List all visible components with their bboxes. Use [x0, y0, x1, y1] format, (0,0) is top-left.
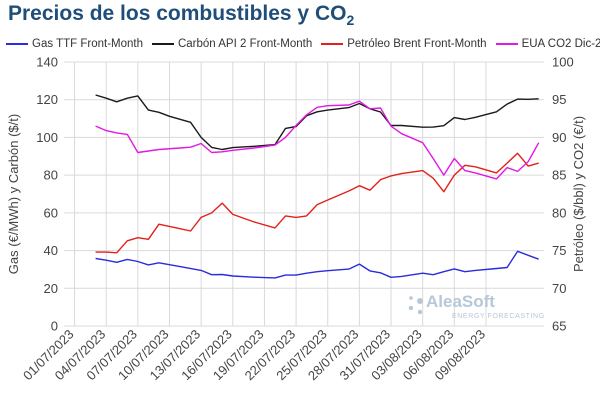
aleasoft-watermark: AleaSoft ENERGY FORECASTING: [408, 292, 545, 320]
legend-item-1: Carbón API 2 Front-Month: [151, 38, 313, 50]
legend-swatch: [495, 43, 518, 45]
y-right-axis-title: Petróleo ($/bbl) y CO2 (€/t): [571, 116, 586, 272]
right-axis: 65 70 75 80 85 90 95 100 Petróleo ($/bbl) y CO2 …: [552, 55, 586, 334]
legend-label: Petróleo Brent Front-Month: [347, 38, 487, 50]
legend-swatch: [151, 43, 174, 45]
legend-label: Gas TTF Front-Month: [32, 38, 143, 50]
y-left-tick-label: 20: [44, 281, 58, 296]
series-line-2: [95, 152, 539, 254]
y-left-axis-title: Gas (€/MWh) y Carbón ($/t): [6, 114, 21, 274]
chart-legend: Gas TTF Front-Month Carbón API 2 Front-Mo…: [6, 36, 600, 52]
series-line-0: [95, 250, 539, 279]
grid-lines: [64, 61, 544, 327]
y-right-tick-label: 90: [552, 130, 566, 145]
chart-title-main: Precios de los combustibles y CO: [8, 2, 347, 25]
y-right-tick-label: 70: [552, 281, 566, 296]
legend-swatch: [321, 43, 344, 45]
legend-swatch: [6, 43, 28, 45]
watermark-tagline: ENERGY FORECASTING: [452, 313, 545, 320]
legend-label: EUA CO2 Dic-23: [521, 38, 600, 50]
y-left-tick-label: 60: [44, 205, 58, 220]
y-left-tick-label: 120: [36, 92, 58, 107]
y-right-tick-label: 80: [552, 205, 566, 220]
aleasoft-logo-icon: [408, 296, 423, 315]
series-line-1: [95, 94, 539, 151]
y-left-tick-label: 140: [36, 55, 58, 70]
chart-title-subscript: 2: [346, 12, 355, 29]
y-left-tick-label: 40: [44, 243, 58, 258]
y-right-tick-label: 75: [552, 243, 566, 258]
series-line-3: [95, 100, 540, 180]
left-axis: 0 20 40 60 80 100 120 140 Gas (€/MWh) y Carbón (…: [6, 55, 58, 334]
y-right-tick-label: 65: [552, 319, 566, 334]
legend-item-0: Gas TTF Front-Month: [6, 38, 143, 50]
legend-item-3: EUA CO2 Dic-23: [495, 38, 600, 50]
x-axis: 01/07/202304/07/202307/07/202310/07/2023…: [20, 327, 488, 384]
y-right-tick-label: 95: [552, 92, 566, 107]
y-left-tick-label: 0: [51, 319, 58, 334]
series-lines: [95, 94, 540, 279]
legend-label: Carbón API 2 Front-Month: [177, 38, 313, 50]
y-right-tick-label: 85: [552, 168, 566, 183]
legend-item-2: Petróleo Brent Front-Month: [321, 38, 487, 50]
y-left-tick-label: 100: [36, 130, 58, 145]
y-left-tick-label: 80: [44, 168, 58, 183]
chart-title: Precios de los combustibles y CO2: [8, 2, 354, 28]
y-right-tick-label: 100: [552, 55, 574, 70]
watermark-brand: AleaSoft: [426, 292, 495, 311]
